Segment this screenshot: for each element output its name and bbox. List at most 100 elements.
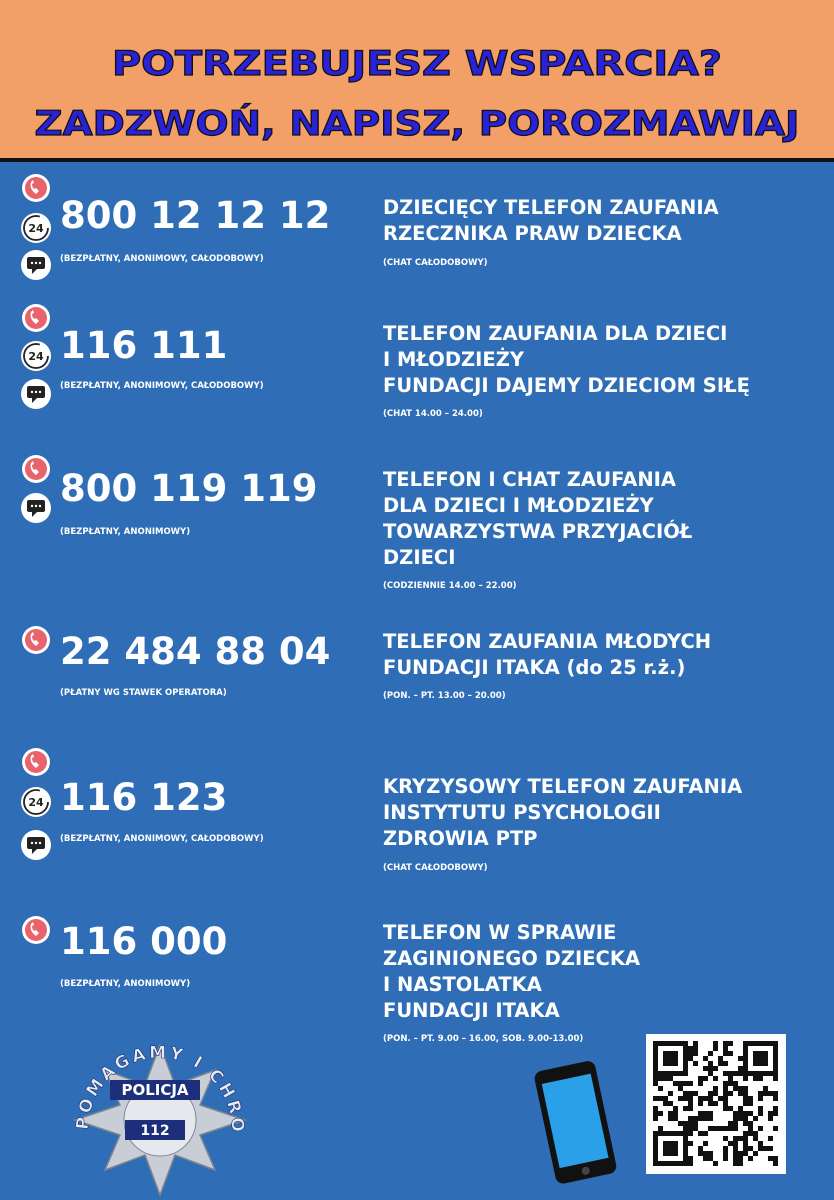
qr-cell — [758, 1056, 763, 1061]
qr-cell — [773, 1066, 778, 1071]
clock-icon — [21, 341, 51, 371]
qr-cell — [723, 1156, 728, 1161]
qr-cell — [758, 1071, 763, 1076]
qr-cell — [708, 1126, 713, 1131]
chat-tail — [32, 849, 37, 854]
chat-dot — [34, 390, 38, 394]
chat-dot — [30, 390, 34, 394]
qr-cell — [713, 1046, 718, 1051]
qr-cell — [663, 1096, 668, 1101]
qr-cell — [668, 1141, 673, 1146]
qr-cell — [683, 1136, 688, 1141]
qr-cell — [743, 1111, 748, 1116]
qr-cell — [688, 1131, 693, 1136]
qr-cell — [653, 1056, 658, 1061]
chat-tail — [32, 512, 37, 517]
qr-cell — [748, 1121, 753, 1126]
qr-cell — [718, 1061, 723, 1066]
qr-cell — [668, 1151, 673, 1156]
qr-cell — [733, 1156, 738, 1161]
qr-cell — [758, 1106, 763, 1111]
qr-cell — [728, 1051, 733, 1056]
qr-cell — [683, 1056, 688, 1061]
qr-cell — [663, 1146, 668, 1151]
number-note: (PŁATNY WG STAWEK OPERATORA) — [60, 688, 227, 698]
qr-cell — [703, 1111, 708, 1116]
qr-cell — [678, 1086, 683, 1091]
qr-cell — [688, 1126, 693, 1131]
phone-illustration — [534, 1061, 617, 1184]
number-note: (BEZPŁATNY, ANONIMOWY, CAŁODOBOWY) — [60, 254, 264, 264]
qr-cell — [698, 1096, 703, 1101]
qr-cell — [713, 1041, 718, 1046]
qr-cell — [678, 1071, 683, 1076]
qr-cell — [708, 1051, 713, 1056]
qr-cell — [693, 1126, 698, 1131]
qr-cell — [658, 1096, 663, 1101]
qr-cell — [723, 1046, 728, 1051]
qr-cell — [713, 1161, 718, 1166]
qr-cell — [733, 1146, 738, 1151]
qr-cell — [708, 1061, 713, 1066]
qr-cell — [733, 1141, 738, 1146]
service-title: FUNDACJI ITAKA — [383, 999, 560, 1022]
qr-cell — [743, 1101, 748, 1106]
qr-cell — [663, 1101, 668, 1106]
qr-cell — [748, 1126, 753, 1131]
number-note: (BEZPŁATNY, ANONIMOWY) — [60, 527, 190, 537]
qr-cell — [738, 1156, 743, 1161]
qr-cell — [738, 1066, 743, 1071]
qr-cell — [653, 1061, 658, 1066]
qr-cell — [708, 1116, 713, 1121]
chat-dot — [38, 261, 42, 265]
qr-cell — [758, 1041, 763, 1046]
qr-cell — [768, 1136, 773, 1141]
qr-cell — [723, 1106, 728, 1111]
qr-cell — [738, 1151, 743, 1156]
qr-cell — [673, 1146, 678, 1151]
clock-label: 24 — [28, 222, 44, 235]
qr-cell — [753, 1071, 758, 1076]
qr-cell — [668, 1161, 673, 1166]
qr-cell — [733, 1161, 738, 1166]
qr-cell — [668, 1051, 673, 1056]
qr-cell — [738, 1116, 743, 1121]
phone-number: 116 000 — [60, 920, 227, 963]
qr-cell — [743, 1146, 748, 1151]
service-title: TELEFON ZAUFANIA MŁODYCH — [383, 630, 711, 653]
qr-cell — [668, 1101, 673, 1106]
qr-cell — [728, 1121, 733, 1126]
qr-cell — [693, 1121, 698, 1126]
qr-cell — [683, 1041, 688, 1046]
qr-cell — [708, 1156, 713, 1161]
qr-cell — [698, 1081, 703, 1086]
qr-cell — [728, 1041, 733, 1046]
qr-cell — [693, 1046, 698, 1051]
qr-cell — [698, 1101, 703, 1106]
qr-cell — [753, 1056, 758, 1061]
qr-cell — [688, 1141, 693, 1146]
chat-dot — [38, 504, 42, 508]
qr-cell — [738, 1091, 743, 1096]
qr-cell — [723, 1126, 728, 1131]
qr-cell — [673, 1131, 678, 1136]
qr-cell — [773, 1091, 778, 1096]
qr-cell — [703, 1131, 708, 1136]
qr-cell — [733, 1081, 738, 1086]
qr-cell — [708, 1091, 713, 1096]
qr-cell — [773, 1126, 778, 1131]
service-title: DZIECI — [383, 546, 455, 569]
qr-cell — [653, 1151, 658, 1156]
qr-cell — [668, 1041, 673, 1046]
qr-cell — [683, 1096, 688, 1101]
qr-cell — [653, 1071, 658, 1076]
phone-number: 116 123 — [60, 776, 227, 819]
qr-cell — [758, 1126, 763, 1131]
chat-dot — [38, 390, 42, 394]
qr-cell — [658, 1086, 663, 1091]
qr-cell — [713, 1076, 718, 1081]
service-hours: (CHAT CAŁODOBOWY) — [383, 258, 488, 268]
qr-cell — [743, 1136, 748, 1141]
qr-cell — [683, 1051, 688, 1056]
qr-cell — [763, 1056, 768, 1061]
